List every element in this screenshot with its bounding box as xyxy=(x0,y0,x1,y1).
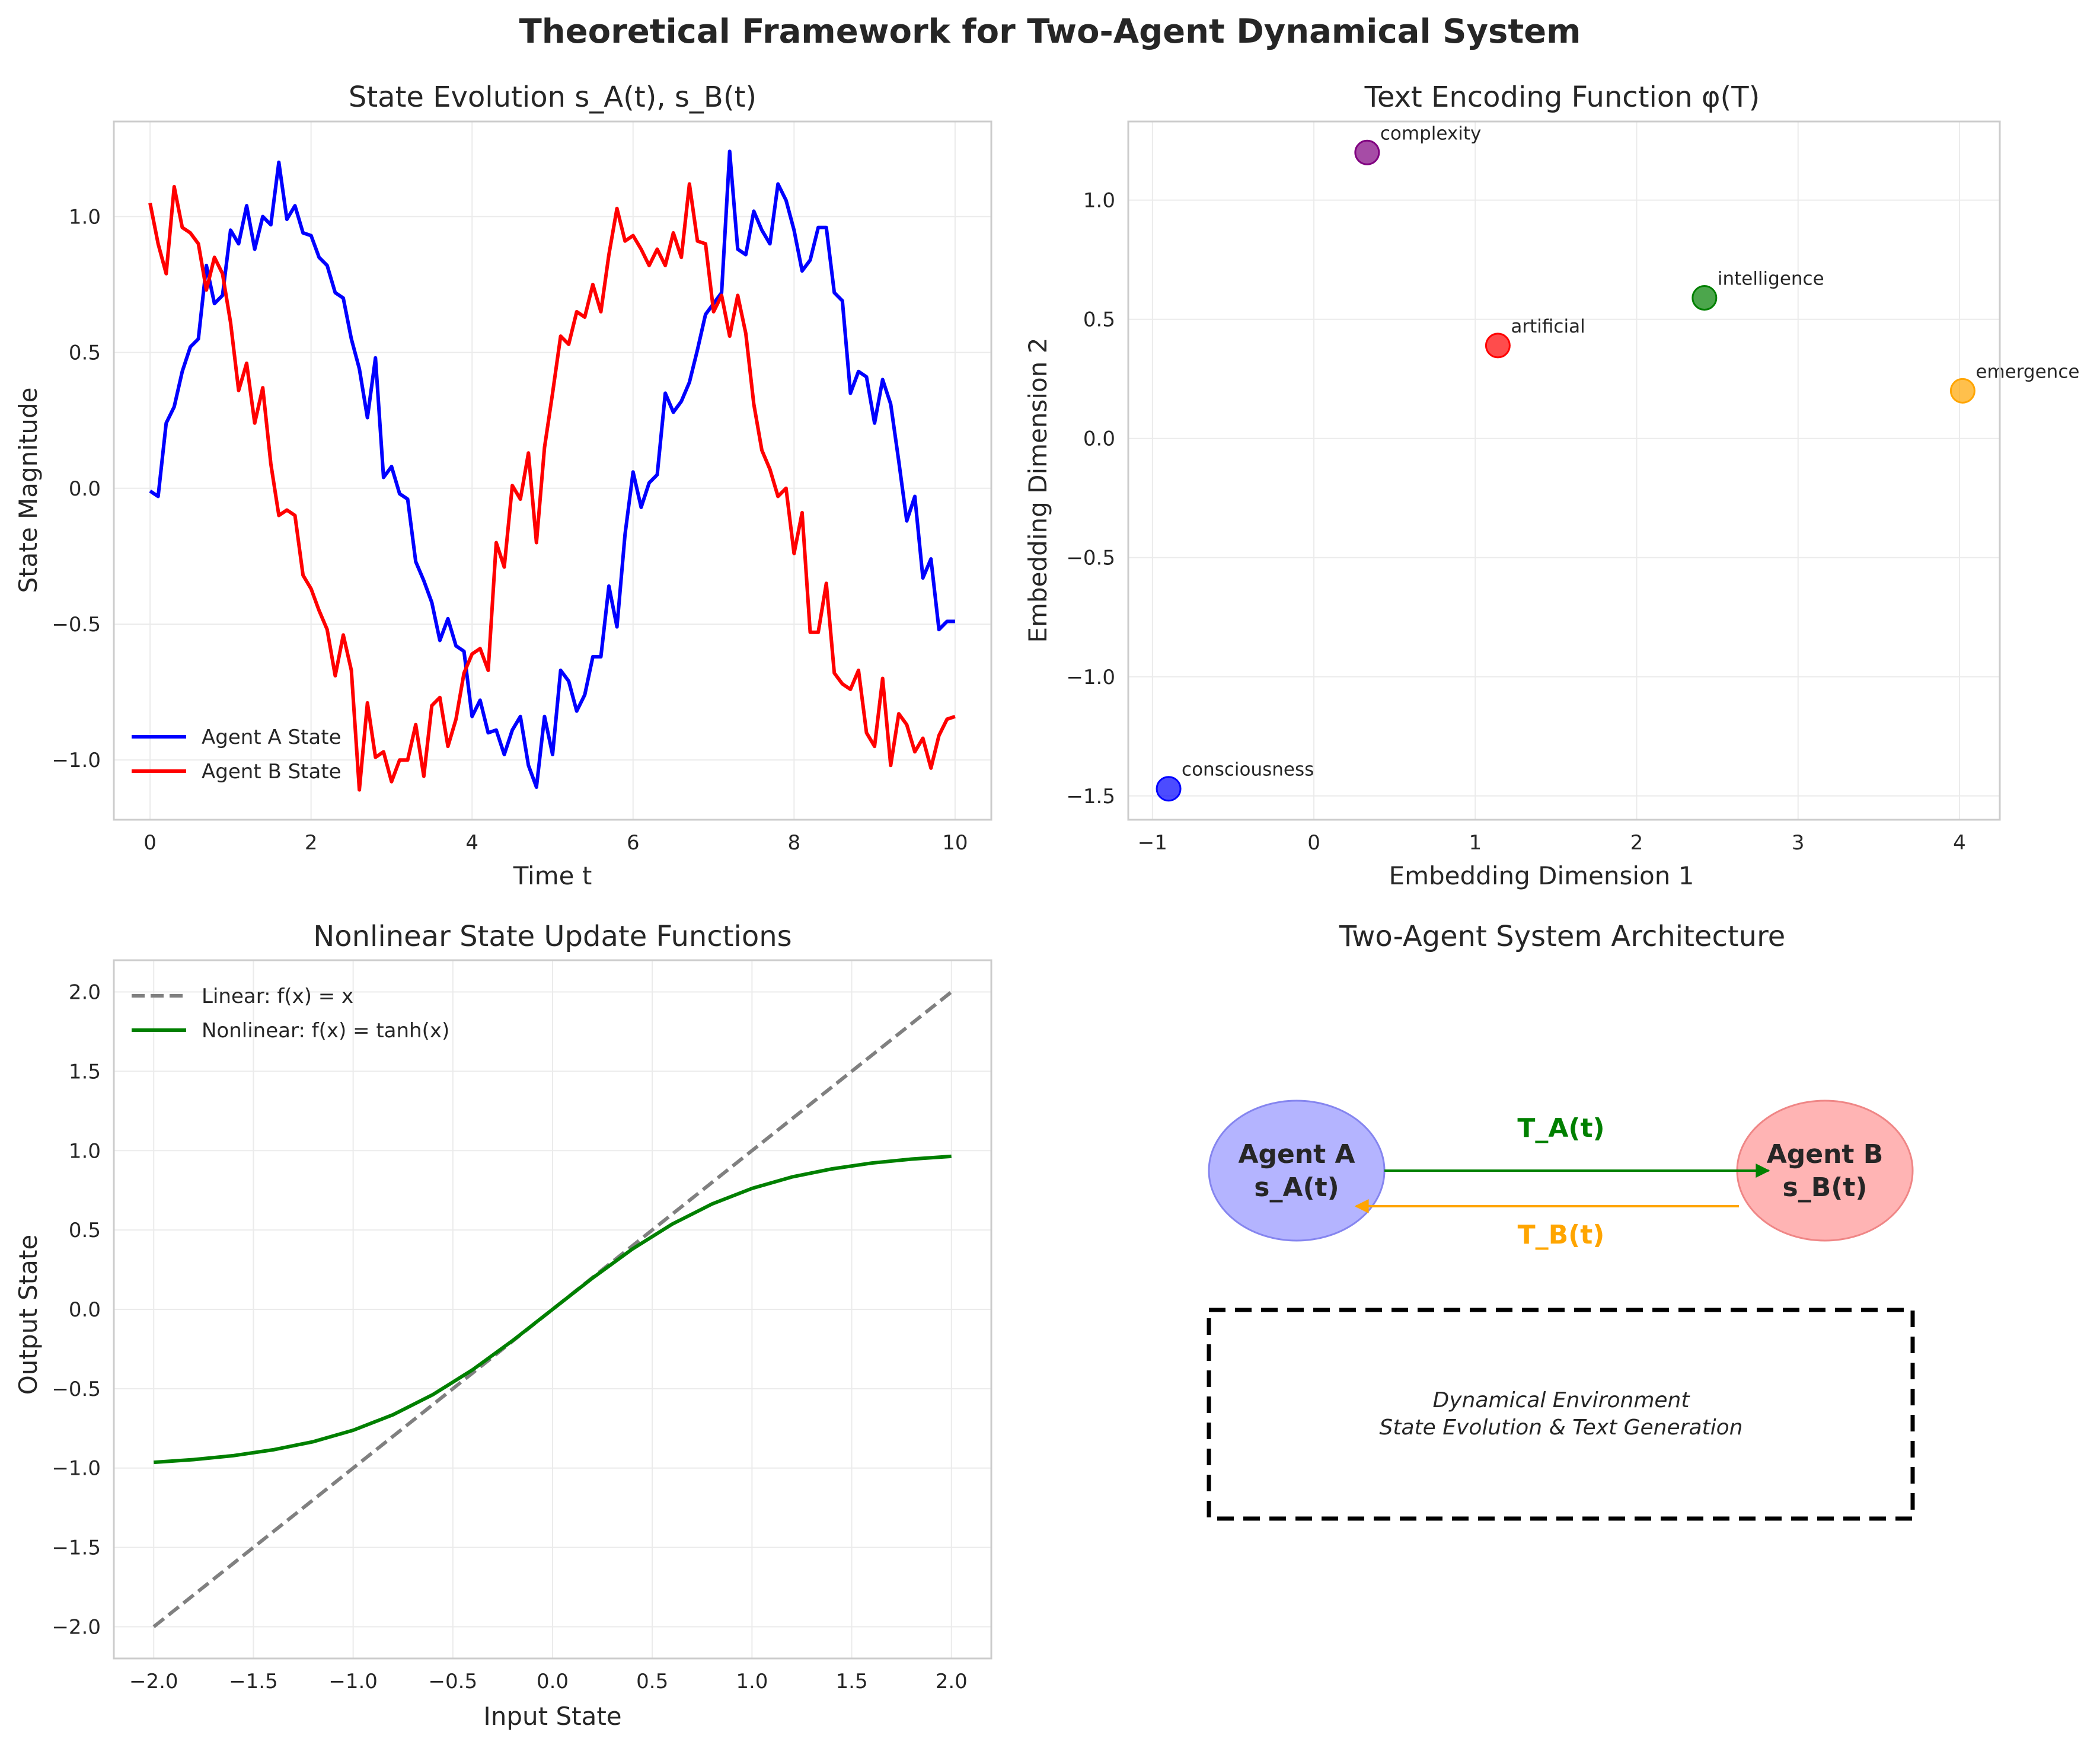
update-xtick-label-3: −0.5 xyxy=(429,1670,478,1693)
update-xtick-label-5: 0.5 xyxy=(636,1670,668,1693)
state-ytick-label-3: 0.5 xyxy=(69,341,101,365)
state-ytick-label-4: 1.0 xyxy=(69,205,101,229)
state-xtick-label-3: 6 xyxy=(627,831,640,855)
update-xtick-label-4: 0.0 xyxy=(537,1670,569,1693)
embed-xtick-label-0: −1 xyxy=(1138,831,1167,855)
edge-a-to-b-label: T_A(t) xyxy=(1517,1113,1604,1143)
embed-point-2 xyxy=(1485,333,1511,359)
encoding-chart-title: Text Encoding Function φ(T) xyxy=(1364,81,1760,114)
embed-xtick-label-3: 2 xyxy=(1630,831,1643,855)
state-xtick-label-1: 2 xyxy=(305,831,318,855)
state-xtick-label-2: 4 xyxy=(465,831,478,855)
embed-point-label-2: artificial xyxy=(1511,316,1585,337)
update-ytick-label-0: −2.0 xyxy=(52,1615,101,1639)
embed-xtick-label-1: 0 xyxy=(1307,831,1320,855)
embed-point-label-1: emergence xyxy=(1975,361,2079,382)
embed-point-label-0: consciousness xyxy=(1182,759,1314,781)
update-ytick-label-1: −1.5 xyxy=(52,1536,101,1560)
agent-a-name: Agent A xyxy=(1238,1139,1355,1169)
update-ytick-label-7: 1.5 xyxy=(69,1060,101,1084)
state-xtick-label-5: 10 xyxy=(942,831,968,855)
embed-ytick-label-2: −0.5 xyxy=(1066,546,1115,570)
embed-point-0 xyxy=(1156,776,1182,802)
state-legend-label-0: Agent A State xyxy=(202,726,342,749)
text-encoding-chart: Text Encoding Function φ(T) Embedding Di… xyxy=(1023,81,2079,890)
architecture-title: Two-Agent System Architecture xyxy=(1339,920,1786,953)
embed-point-label-4: complexity xyxy=(1380,123,1482,144)
update-xtick-label-8: 2.0 xyxy=(936,1670,968,1693)
embed-ytick-label-3: 0.0 xyxy=(1083,427,1115,451)
state-ytick-label-0: −1.0 xyxy=(52,749,101,772)
state-xtick-label-4: 8 xyxy=(788,831,801,855)
update-legend-label-1: Nonlinear: f(x) = tanh(x) xyxy=(202,1019,449,1043)
embed-point-label-3: intelligence xyxy=(1718,269,1824,290)
architecture-diagram: Two-Agent System Architecture Agent A s_… xyxy=(1207,920,1915,1521)
update-ytick-label-6: 1.0 xyxy=(69,1139,101,1163)
figure-title: Theoretical Framework for Two-Agent Dyna… xyxy=(519,12,1581,51)
state-update-chart: Nonlinear State Update Functions Input S… xyxy=(14,920,992,1731)
state-ytick-label-1: −0.5 xyxy=(52,613,101,637)
embed-ytick-label-1: −1.0 xyxy=(1066,666,1115,689)
update-chart-title: Nonlinear State Update Functions xyxy=(313,920,792,953)
update-xtick-label-2: −1.0 xyxy=(328,1670,378,1693)
state-evolution-chart: State Evolution s_A(t), s_B(t) Time t St… xyxy=(14,81,992,890)
agent-b-state: s_B(t) xyxy=(1783,1172,1868,1203)
state-chart-ylabel: State Magnitude xyxy=(14,387,43,593)
embed-xtick-label-4: 3 xyxy=(1792,831,1805,855)
state-plot-frame xyxy=(113,120,992,821)
embed-xtick-label-5: 4 xyxy=(1953,831,1966,855)
edge-b-to-a-label: T_B(t) xyxy=(1518,1220,1605,1250)
embed-point-4 xyxy=(1354,139,1380,165)
update-ytick-label-4: 0.0 xyxy=(69,1298,101,1322)
update-ytick-label-3: −0.5 xyxy=(52,1378,101,1401)
update-xtick-label-6: 1.0 xyxy=(736,1670,768,1693)
environment-box xyxy=(1207,1308,1915,1521)
update-chart-ylabel: Output State xyxy=(14,1235,43,1395)
state-xtick-label-0: 0 xyxy=(143,831,157,855)
embed-plot-frame xyxy=(1127,120,2001,821)
update-xtick-label-0: −2.0 xyxy=(129,1670,178,1693)
update-ytick-label-5: 0.5 xyxy=(69,1219,101,1242)
state-chart-title: State Evolution s_A(t), s_B(t) xyxy=(349,81,757,114)
state-ytick-label-2: 0.0 xyxy=(69,477,101,501)
embed-point-1 xyxy=(1949,378,1975,404)
embed-xtick-label-2: 1 xyxy=(1469,831,1482,855)
update-xtick-label-7: 1.5 xyxy=(836,1670,868,1693)
environment-title: Dynamical Environment xyxy=(1433,1388,1691,1412)
update-legend-label-0: Linear: f(x) = x xyxy=(202,985,353,1008)
agent-b-name: Agent B xyxy=(1767,1139,1884,1169)
agent-a-state: s_A(t) xyxy=(1254,1172,1339,1203)
embed-point-3 xyxy=(1692,285,1718,311)
state-legend-label-1: Agent B State xyxy=(202,760,342,784)
embed-ytick-label-0: −1.5 xyxy=(1066,785,1115,808)
embed-ytick-label-5: 1.0 xyxy=(1083,189,1115,213)
update-ytick-label-8: 2.0 xyxy=(69,981,101,1005)
encoding-chart-xlabel: Embedding Dimension 1 xyxy=(1389,861,1694,890)
embed-ytick-label-4: 0.5 xyxy=(1083,308,1115,332)
agent-a-node xyxy=(1208,1100,1386,1242)
update-chart-xlabel: Input State xyxy=(483,1702,621,1731)
state-chart-xlabel: Time t xyxy=(513,861,592,890)
encoding-chart-ylabel: Embedding Dimension 2 xyxy=(1023,338,1052,643)
state-series-line-0 xyxy=(149,149,955,789)
update-xtick-label-1: −1.5 xyxy=(229,1670,278,1693)
environment-subtitle: State Evolution & Text Generation xyxy=(1380,1415,1743,1440)
update-ytick-label-2: −1.0 xyxy=(52,1457,101,1481)
state-series-line-1 xyxy=(148,182,956,792)
update-plot-frame xyxy=(113,959,992,1660)
update-series-line-1 xyxy=(154,1154,952,1465)
